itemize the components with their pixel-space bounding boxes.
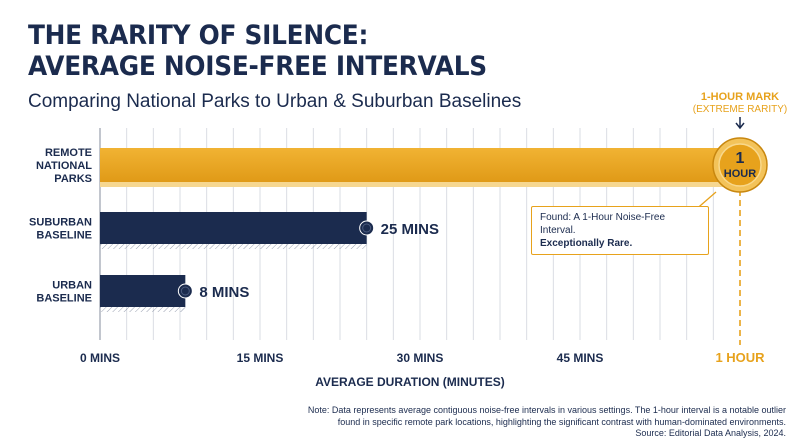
hour-badge-unit: HOUR	[724, 168, 756, 180]
chart-subtitle: Comparing National Parks to Urban & Subu…	[28, 91, 522, 112]
annotation-callout: Found: A 1-Hour Noise-Free Interval. Exc…	[531, 206, 709, 255]
hour-badge-number: 1	[736, 150, 745, 167]
x-tick-label: 0 MINS	[80, 351, 120, 365]
category-label: BASELINE	[36, 293, 92, 305]
x-tick-label: 15 MINS	[237, 351, 284, 365]
bar	[100, 212, 367, 244]
marker-label: 1-HOUR MARK	[701, 91, 779, 103]
title-line-1: THE RARITY OF SILENCE:	[28, 20, 369, 51]
bar-end-dot	[177, 283, 193, 299]
chart-title: THE RARITY OF SILENCE: AVERAGE NOISE-FRE…	[28, 20, 487, 82]
marker-arrow	[735, 117, 745, 130]
category-label: REMOTE	[45, 147, 92, 159]
bar-end-dot-ring	[362, 223, 372, 233]
bar-end-dot	[359, 220, 375, 236]
category-label: PARKS	[54, 173, 92, 185]
x-tick-label: 1 HOUR	[715, 350, 765, 365]
x-tick-label: 45 MINS	[557, 351, 604, 365]
footnote: Note: Data represents average contiguous…	[266, 405, 786, 440]
title-line-2: AVERAGE NOISE-FREE INTERVALS	[28, 51, 487, 82]
marker-sublabel: (EXTREME RARITY)	[693, 104, 787, 115]
x-axis-title: AVERAGE DURATION (MINUTES)	[315, 375, 505, 389]
data-label: 25 MINS	[381, 221, 439, 238]
bar	[100, 275, 186, 307]
category-label: URBAN	[52, 280, 92, 292]
footnote-line-2: found in specific remote park locations,…	[337, 416, 786, 427]
category-label: NATIONAL	[36, 160, 92, 172]
data-label: 8 MINS	[199, 284, 249, 301]
annotation-line-2: Exceptionally Rare.	[540, 238, 633, 249]
annotation-line-1: Found: A 1-Hour Noise-Free Interval.	[540, 212, 666, 236]
footnote-source: Source: Editorial Data Analysis, 2024.	[635, 428, 786, 438]
category-label: BASELINE	[36, 230, 92, 242]
bar-shadow	[100, 243, 367, 249]
bar	[100, 148, 740, 182]
category-label: SUBURBAN	[29, 217, 92, 229]
bar-shadow	[100, 181, 740, 187]
bar-end-dot-ring	[180, 286, 190, 296]
bar-shadow	[100, 306, 186, 312]
hour-badge-inner	[718, 143, 762, 187]
footnote-line-1: Note: Data represents average contiguous…	[307, 405, 786, 415]
x-tick-label: 30 MINS	[397, 351, 444, 365]
